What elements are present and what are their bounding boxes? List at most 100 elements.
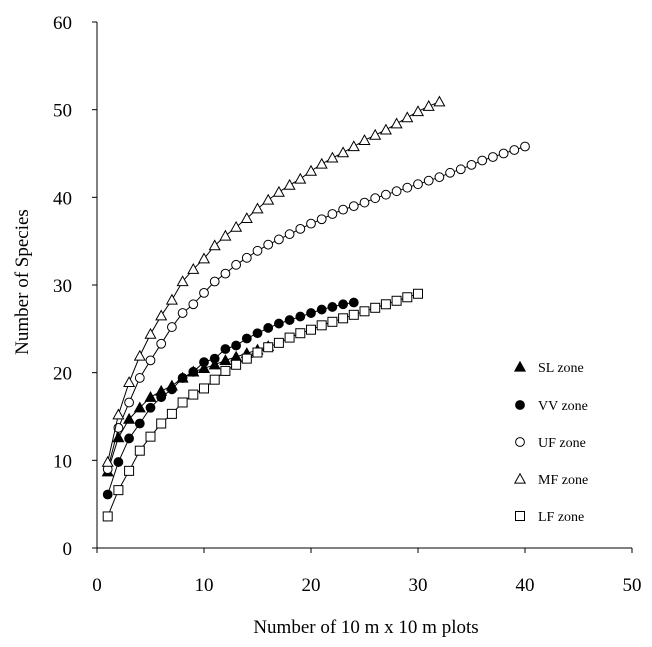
data-point <box>241 353 252 364</box>
data-point <box>123 376 136 387</box>
data-point <box>188 389 199 400</box>
y-tick-label: 0 <box>63 539 73 560</box>
data-point <box>359 306 370 317</box>
legend-marker <box>515 400 525 410</box>
data-point <box>209 353 220 364</box>
data-point <box>316 214 327 225</box>
data-point <box>445 167 456 178</box>
data-point <box>509 145 520 155</box>
data-point <box>123 412 136 424</box>
data-point <box>113 485 124 496</box>
data-point <box>306 308 316 318</box>
y-tick-label: 20 <box>53 364 72 385</box>
data-point <box>359 197 370 208</box>
data-point <box>167 322 177 332</box>
data-point <box>391 186 402 197</box>
data-point <box>197 252 211 264</box>
x-tick-label: 50 <box>623 575 642 596</box>
data-point <box>273 337 284 348</box>
data-point <box>231 359 242 370</box>
data-point <box>101 455 114 467</box>
y-tick-label: 30 <box>53 276 72 297</box>
data-point <box>413 179 423 190</box>
data-point <box>241 252 252 263</box>
data-point <box>252 328 263 339</box>
legend-label: LF zone <box>538 510 584 525</box>
data-point <box>209 276 220 287</box>
data-point <box>167 384 177 395</box>
data-point <box>219 354 232 366</box>
series-mf-zone <box>101 95 446 467</box>
data-point <box>498 148 509 159</box>
series-line <box>107 345 269 472</box>
data-point <box>263 342 274 353</box>
data-point <box>295 223 306 234</box>
series-line <box>107 146 526 470</box>
data-point <box>197 362 211 373</box>
data-point <box>304 164 318 176</box>
data-point <box>327 316 338 327</box>
data-point <box>188 366 199 377</box>
x-axis-title: Number of 10 m x 10 m plots <box>253 617 478 638</box>
legend-label: UF zone <box>538 436 586 451</box>
data-point <box>199 357 209 368</box>
data-point <box>134 445 145 456</box>
data-point <box>208 358 221 370</box>
series-vv-zone <box>102 297 359 500</box>
y-tick-label: 10 <box>53 451 72 472</box>
data-point <box>251 202 264 214</box>
data-point <box>284 229 295 240</box>
data-point <box>381 189 391 200</box>
data-point <box>348 297 359 308</box>
data-point <box>144 390 157 402</box>
data-point <box>177 308 188 318</box>
data-point <box>488 152 498 162</box>
data-point <box>315 157 328 169</box>
data-point <box>455 164 466 175</box>
data-point <box>177 397 188 408</box>
data-point <box>145 402 156 413</box>
series-lf-zone <box>102 288 423 522</box>
data-point <box>337 146 350 158</box>
data-point <box>208 239 221 251</box>
data-point <box>209 374 220 385</box>
data-point <box>262 193 275 205</box>
axes: 0 10 20 30 40 50 0 10 20 30 40 50 60 <box>53 13 642 596</box>
data-point <box>283 178 296 190</box>
data-point <box>369 128 382 140</box>
x-tick-label: 20 <box>302 575 321 596</box>
legend-item-sl-zone: SL zone <box>513 360 584 376</box>
data-point <box>316 320 327 331</box>
x-tick-label: 40 <box>516 575 535 596</box>
data-point <box>176 275 189 287</box>
legend: SL zone VV zone UF zone MF zone LF zone <box>513 360 588 525</box>
data-point <box>102 489 113 500</box>
legend-marker <box>513 472 527 484</box>
data-point <box>402 292 413 303</box>
data-point <box>155 309 168 321</box>
data-point <box>348 201 359 212</box>
data-point <box>272 185 285 197</box>
data-point <box>423 175 434 186</box>
data-point <box>358 134 371 146</box>
legend-marker <box>515 437 525 447</box>
legend-label: MF zone <box>538 473 588 488</box>
data-point <box>241 333 252 344</box>
data-point <box>188 299 199 310</box>
data-point <box>133 401 146 413</box>
data-point <box>306 218 316 229</box>
data-point <box>294 172 307 184</box>
legend-label: SL zone <box>538 361 584 376</box>
legend-item-uf-zone: UF zone <box>515 436 586 451</box>
data-point <box>422 99 435 111</box>
data-point <box>327 209 338 219</box>
data-point <box>187 262 200 274</box>
data-point <box>102 511 113 522</box>
data-point <box>401 111 414 123</box>
data-point <box>402 182 413 193</box>
data-point <box>413 288 423 299</box>
data-point <box>390 117 403 129</box>
data-point <box>274 318 284 329</box>
data-point <box>338 299 349 310</box>
data-point <box>220 365 231 376</box>
